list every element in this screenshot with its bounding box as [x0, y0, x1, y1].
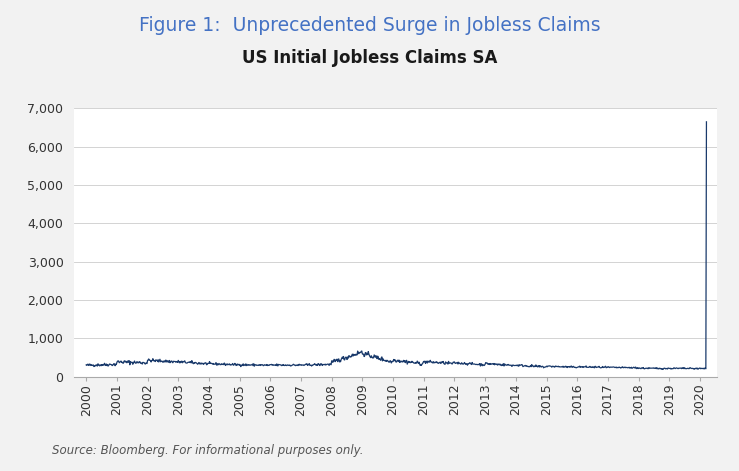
Text: US Initial Jobless Claims SA: US Initial Jobless Claims SA [242, 49, 497, 67]
Text: Source: Bloomberg. For informational purposes only.: Source: Bloomberg. For informational pur… [52, 444, 364, 457]
Text: Figure 1:  Unprecedented Surge in Jobless Claims: Figure 1: Unprecedented Surge in Jobless… [139, 16, 600, 35]
